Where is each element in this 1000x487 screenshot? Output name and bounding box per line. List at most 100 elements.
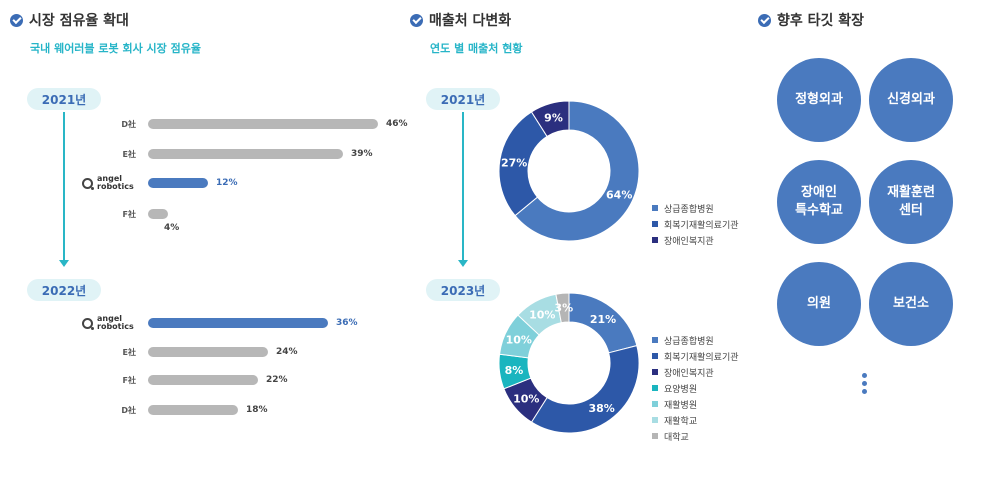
bar-value-label: 4%	[164, 223, 180, 233]
bar	[148, 149, 343, 159]
donut-slice-label: 10%	[529, 308, 555, 321]
legend-item: 요양병원	[652, 380, 739, 396]
legend-item: 재활병원	[652, 396, 739, 412]
donut-slice-label: 27%	[501, 156, 527, 169]
period-pill-2021: 2021년	[27, 88, 101, 110]
legend-label: 요양병원	[664, 384, 698, 395]
legend-item: 재활학교	[652, 412, 739, 428]
market-title-text: 시장 점유율 확대	[29, 13, 129, 29]
logo-text: angel robotics	[97, 314, 134, 331]
logo-text: angel robotics	[97, 174, 134, 191]
legend-label: 상급종합병원	[664, 336, 714, 347]
target-section-title: 향후 타깃 확장	[758, 10, 864, 30]
legend-swatch	[652, 417, 658, 423]
sales-subtitle: 연도 별 매출처 현황	[430, 42, 523, 55]
donut-slice-label: 10%	[513, 392, 539, 405]
target-circle: 의원	[777, 262, 861, 346]
bar	[148, 318, 328, 328]
legend-swatch	[652, 237, 658, 243]
legend-item: 상급종합병원	[652, 200, 739, 216]
period-pill-2022: 2022년	[27, 279, 101, 301]
angel-robotics-logo: angel robotics	[82, 315, 134, 331]
legend-label: 장애인복지관	[664, 236, 714, 247]
bar-value-label: 24%	[276, 347, 298, 357]
target-circle: 장애인 특수학교	[777, 160, 861, 244]
legend-item: 회복기재활의료기관	[652, 216, 739, 232]
legend-label: 상급종합병원	[664, 204, 714, 215]
legend-swatch	[652, 433, 658, 439]
donut-slice-label: 3%	[554, 302, 573, 315]
donut-chart-2021: 64% 27% 9%	[498, 100, 640, 242]
legend-item: 장애인복지관	[652, 232, 739, 248]
target-circle: 정형외과	[777, 58, 861, 142]
bar-category-label: E社	[122, 150, 136, 159]
logo-mark-icon	[82, 177, 94, 190]
donut-slice-label: 10%	[506, 333, 532, 346]
donut-slice-label: 21%	[590, 313, 616, 326]
check-circle-icon	[410, 13, 423, 27]
legend-label: 회복기재활의료기관	[664, 220, 739, 231]
bar	[148, 119, 378, 129]
legend-swatch	[652, 337, 658, 343]
bar-category-label: F社	[122, 376, 136, 385]
legend-label: 장애인복지관	[664, 368, 714, 379]
bar-value-label: 22%	[266, 375, 288, 385]
bar	[148, 178, 208, 188]
timeline-arrow-icon	[59, 260, 69, 267]
market-subtitle: 국내 웨어러블 로봇 회사 시장 점유율	[30, 42, 201, 55]
bar-category-label: D社	[121, 120, 136, 129]
sales-section-title: 매출처 다변화	[410, 10, 511, 30]
bar	[148, 405, 238, 415]
legend-swatch	[652, 353, 658, 359]
legend-item: 대학교	[652, 428, 739, 444]
legend-swatch	[652, 221, 658, 227]
target-circle: 재활훈련 센터	[869, 160, 953, 244]
donut-slice-label: 64%	[606, 189, 632, 202]
target-title-text: 향후 타깃 확장	[777, 13, 865, 29]
legend-label: 대학교	[664, 432, 689, 443]
legend-item: 회복기재활의료기관	[652, 348, 739, 364]
check-circle-icon	[758, 13, 771, 27]
market-section-title: 시장 점유율 확대	[10, 10, 129, 30]
donut-slice-label: 38%	[588, 402, 614, 415]
bar-value-label: 36%	[336, 318, 358, 328]
legend-label: 재활병원	[664, 400, 698, 411]
bar-value-label: 12%	[216, 178, 238, 188]
donut-slice-label: 9%	[544, 112, 563, 125]
target-circle: 신경외과	[869, 58, 953, 142]
legend-swatch	[652, 385, 658, 391]
timeline-arrow-icon	[458, 260, 468, 267]
bar-value-label: 46%	[386, 119, 408, 129]
donut-slice-label: 8%	[505, 364, 524, 377]
angel-robotics-logo: angel robotics	[82, 175, 134, 191]
legend-label: 재활학교	[664, 416, 698, 427]
donut-slice	[530, 100, 570, 138]
target-circle: 보건소	[869, 262, 953, 346]
timeline-line	[63, 112, 65, 260]
legend-item: 장애인복지관	[652, 364, 739, 380]
donut-slice	[555, 292, 570, 324]
bar-category-label: E社	[122, 348, 136, 357]
period-pill-2021: 2021년	[426, 88, 500, 110]
legend-item: 상급종합병원	[652, 332, 739, 348]
bar	[148, 375, 258, 385]
bar-category-label: F社	[122, 210, 136, 219]
logo-mark-icon	[82, 317, 94, 330]
legend-swatch	[652, 205, 658, 211]
legend-swatch	[652, 369, 658, 375]
donut-slice	[514, 100, 640, 242]
bar-value-label: 18%	[246, 405, 268, 415]
bar-category-label: D社	[121, 406, 136, 415]
period-pill-2023: 2023년	[426, 279, 500, 301]
bar	[148, 347, 268, 357]
more-dots-icon	[862, 373, 867, 394]
legend-swatch	[652, 401, 658, 407]
timeline-line	[462, 112, 464, 260]
donut-chart-2023: 21%38%10%8%10%10%3%	[498, 292, 640, 434]
bar-value-label: 39%	[351, 149, 373, 159]
bar	[148, 209, 168, 219]
legend-label: 회복기재활의료기관	[664, 352, 739, 363]
donut-slice	[530, 344, 640, 434]
